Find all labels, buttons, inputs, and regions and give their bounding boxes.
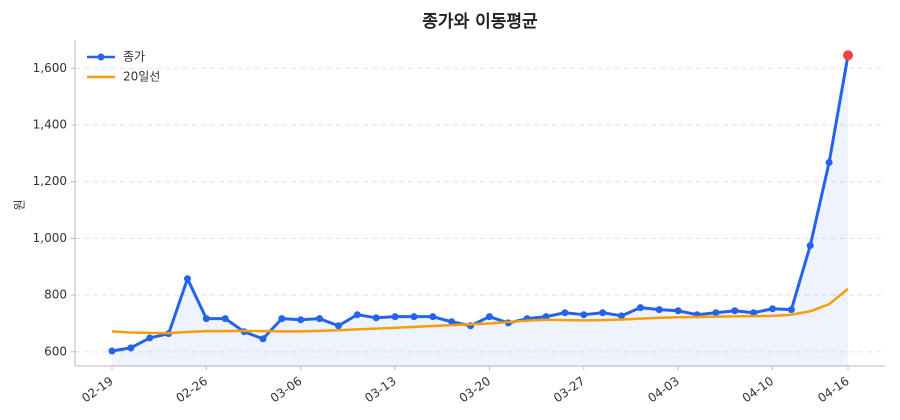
line <box>111 287 849 335</box>
point <box>542 313 550 321</box>
point <box>769 305 777 313</box>
point <box>787 306 795 314</box>
line <box>111 55 850 353</box>
y-tick-label: 800 <box>44 288 67 302</box>
point <box>410 313 418 321</box>
point <box>599 309 607 317</box>
point <box>146 334 154 342</box>
point <box>750 309 758 317</box>
point <box>674 307 682 315</box>
legend-marker <box>97 53 105 61</box>
point <box>334 322 342 330</box>
x-tick-label: 03-27 <box>551 374 588 405</box>
y-tick-label: 600 <box>44 344 67 358</box>
point <box>636 304 644 312</box>
y-tick-label: 1,400 <box>33 118 67 132</box>
point <box>297 316 305 324</box>
point <box>429 313 437 321</box>
x-tick-label: 02-19 <box>79 374 116 405</box>
point <box>485 313 493 321</box>
point <box>580 311 588 319</box>
point <box>806 242 814 250</box>
point <box>618 312 626 320</box>
point <box>353 311 361 319</box>
x-tick-label: 04-10 <box>740 374 777 405</box>
legend-label: 20일선 <box>123 70 160 84</box>
chart-title: 종가와 이동평균 <box>422 12 538 32</box>
point <box>259 335 267 343</box>
point <box>127 344 135 352</box>
legend-label: 종가 <box>123 50 145 64</box>
x-tick-label: 03-06 <box>268 374 305 405</box>
point <box>278 315 286 323</box>
point <box>202 315 210 323</box>
area <box>112 55 848 366</box>
point <box>221 315 229 323</box>
y-tick-label: 1,600 <box>33 61 67 75</box>
point <box>316 315 324 323</box>
point <box>561 309 569 317</box>
point <box>712 309 720 317</box>
point <box>391 313 399 321</box>
y-tick-label: 1,200 <box>33 174 67 188</box>
point <box>731 307 739 315</box>
y-tick-label: 1,000 <box>33 231 67 245</box>
x-tick-label: 04-03 <box>645 374 682 405</box>
point <box>825 158 833 166</box>
x-tick-label: 02-26 <box>173 374 210 405</box>
x-tick-label: 03-20 <box>457 374 494 405</box>
y-axis-label: 원 <box>13 199 27 210</box>
last-point <box>843 50 853 61</box>
x-tick-label: 04-16 <box>815 374 852 405</box>
point <box>108 347 116 355</box>
point <box>448 318 456 326</box>
point <box>372 314 380 322</box>
point <box>183 275 191 283</box>
x-tick-label: 03-13 <box>362 374 399 405</box>
point <box>655 306 663 314</box>
